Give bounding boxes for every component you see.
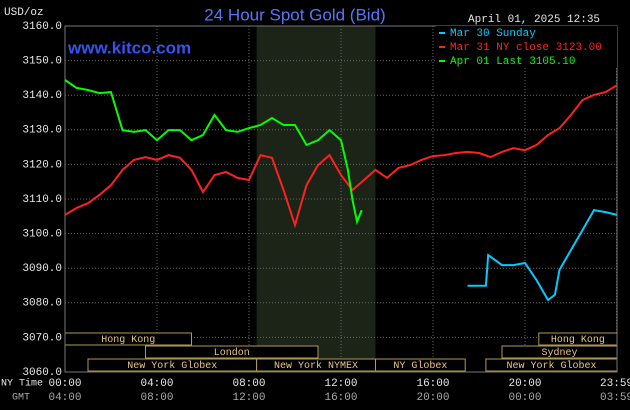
y-tick-label: 3110.0 [22, 194, 62, 206]
y-tick-label: 3150.0 [22, 56, 62, 68]
session-box [375, 358, 466, 372]
price-line [64, 84, 618, 229]
chart-title: 24 Hour Spot Gold (Bid) [204, 5, 385, 24]
y-axis-label: USD/oz [4, 7, 44, 19]
watermark: www.kitco.com [67, 38, 191, 57]
session-label: Hong Kong [101, 335, 155, 346]
x-tick-label: 23:59 [600, 378, 630, 390]
x-tick-label: 16:00 [416, 378, 449, 390]
x2-tick-label: 03:59 [600, 392, 630, 404]
y-tick-label: 3160.0 [22, 21, 62, 33]
session-label: New York Globex [127, 360, 217, 372]
x-tick-label: 12:00 [324, 378, 357, 390]
legend-label: Apr 01 Last 3105.10 [450, 56, 575, 68]
x-tick-label: 04:00 [140, 378, 173, 390]
y-tick-label: 3120.0 [22, 159, 62, 171]
x-tick-label: 00:00 [48, 378, 81, 390]
session-box [145, 345, 319, 359]
y-tick-label: 3090.0 [22, 263, 62, 275]
y-tick-label: 3060.0 [22, 367, 62, 379]
x2-tick-label: 16:00 [324, 392, 357, 404]
x2-tick-label: 20:00 [416, 392, 449, 404]
session-label: NY Globex [393, 360, 447, 372]
x2-tick-label: 12:00 [232, 392, 265, 404]
session-label: London [214, 347, 250, 359]
y-tick-label: 3070.0 [22, 332, 62, 344]
session-label: Hong Kong [551, 335, 605, 346]
y-tick-label: 3140.0 [22, 90, 62, 102]
y-tick-label: 3080.0 [22, 298, 62, 310]
x2-tick-label: 04:00 [48, 392, 81, 404]
date: April 01, 2025 12:35 [468, 14, 600, 26]
session-label: New York Globex [506, 360, 596, 372]
y-tick-label: 3130.0 [22, 125, 62, 137]
shaded-band [256, 26, 376, 372]
x-axis-label: NY Time [1, 378, 43, 390]
session-label: Sydney [541, 347, 577, 359]
x2-tick-label: 00:00 [508, 392, 541, 404]
legend-label: Mar 31 NY close 3123.00 [450, 42, 602, 54]
price-line [467, 208, 618, 302]
x2-axis-label: GMT [12, 393, 30, 404]
price-line [64, 79, 363, 226]
x-tick-label: 20:00 [508, 378, 541, 390]
x2-tick-label: 08:00 [140, 392, 173, 404]
session-label: New York NYMEX [274, 360, 358, 372]
legend-box [436, 26, 617, 68]
x-tick-label: 08:00 [232, 378, 265, 390]
plot-border [64, 25, 618, 373]
y-tick-label: 3100.0 [22, 229, 62, 241]
legend-label: Mar 30 Sunday [450, 28, 536, 40]
